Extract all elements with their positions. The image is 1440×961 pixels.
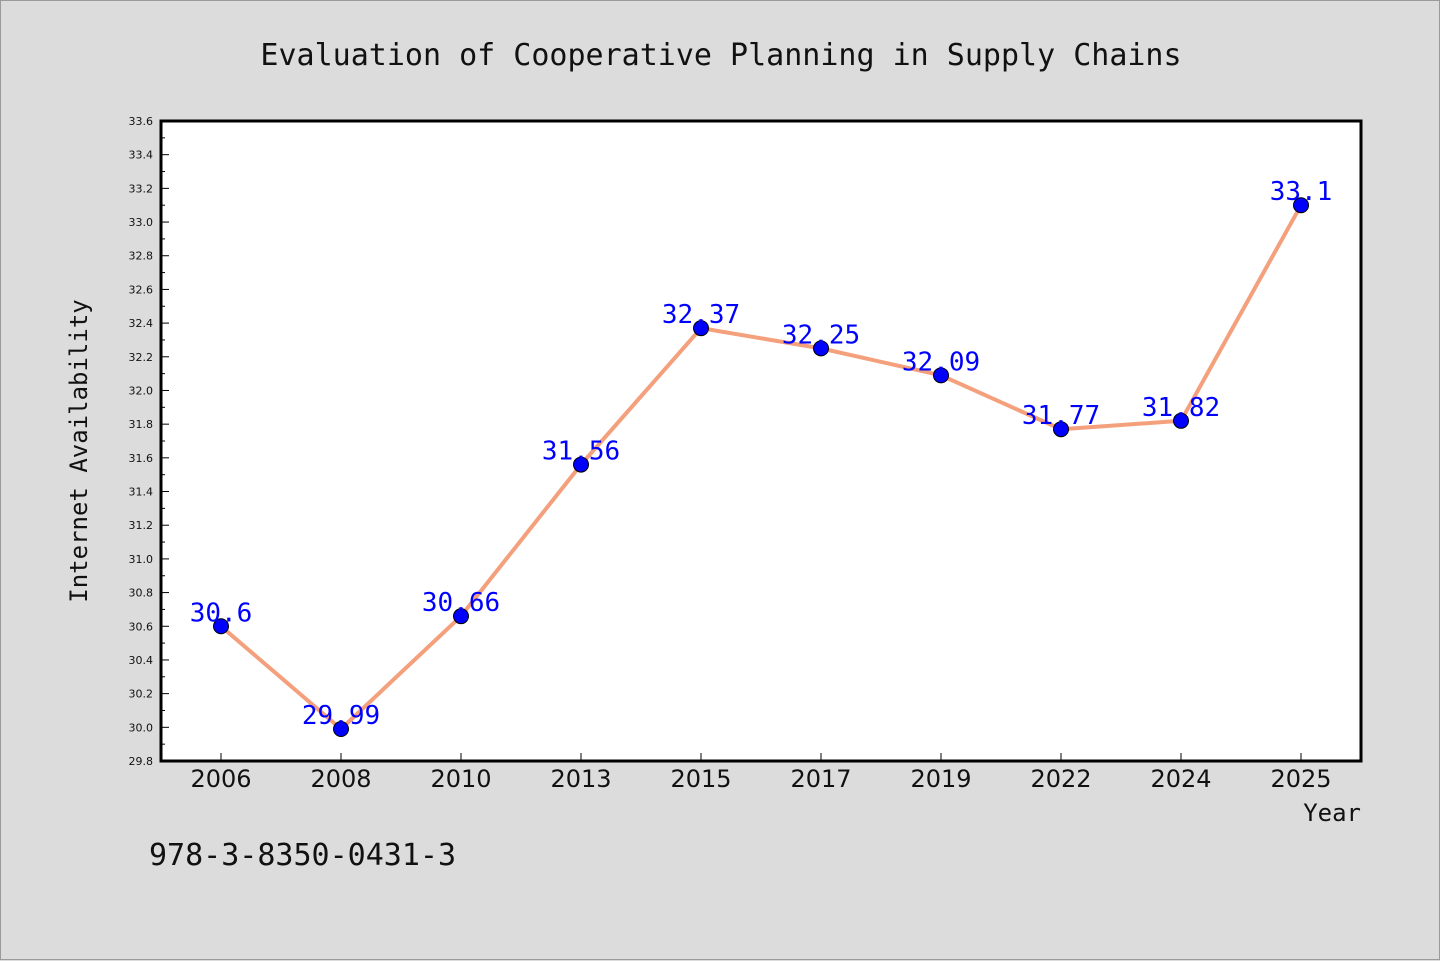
plot-area [159,119,1363,763]
y-axis: 29.8 30.0 30.2 30.4 30.6 30.8 31.0 31.2 31.4 31.6… [129,115,169,768]
y-tick-label: 33.2 [129,182,154,195]
y-tick-label: 30.2 [129,688,154,701]
isbn-text: 978-3-8350-0431-3 [149,838,456,873]
data-label: 32.09 [902,347,980,377]
y-tick-label: 31.4 [129,486,154,499]
data-label: 30.6 [190,598,253,628]
x-tick-label: 2024 [1150,765,1211,793]
y-tick-label: 33.4 [129,149,154,162]
x-tick-label: 2015 [670,765,731,793]
y-tick-label: 32.4 [129,317,154,330]
y-tick-label: 32.6 [129,283,154,296]
data-point [693,320,709,337]
y-tick-label: 32.8 [129,250,154,263]
y-tick-label: 30.0 [129,721,154,734]
data-label: 32.37 [662,300,740,330]
y-tick-label: 31.2 [129,519,154,532]
y-tick-label: 30.6 [129,620,154,633]
y-tick-label: 30.8 [129,587,154,600]
y-tick-label: 32.0 [129,384,154,397]
data-point [453,608,469,625]
data-point [573,456,589,473]
data-label: 31.56 [542,437,620,467]
y-axis-label: Internet Availability [65,299,93,602]
y-tick-label: 29.8 [129,755,154,768]
data-point [1053,421,1069,438]
y-tick-label: 31.8 [129,418,154,431]
data-label: 31.82 [1142,393,1220,423]
data-point [333,721,349,737]
x-tick-label: 2017 [790,765,851,793]
data-point [933,367,949,384]
data-point [1293,197,1309,214]
data-label: 32.25 [782,320,860,350]
series-layer: 30.6 29.99 30.66 31.56 32.37 32.25 32.09 31.77 3… [190,177,1333,737]
x-tick-label: 2010 [430,765,491,793]
y-tick-label: 33.0 [129,216,154,229]
data-label: 33.1 [1270,177,1333,207]
x-tick-label: 2025 [1270,765,1331,793]
data-label: 30.66 [422,588,500,618]
data-point [1173,412,1189,429]
y-tick-label: 31.0 [129,553,154,566]
x-axis: 2006 2008 2010 2013 2015 2017 2019 2022 2024 2025 [190,753,1332,793]
y-tick-label: 32.2 [129,351,154,364]
x-tick-label: 2006 [190,765,251,793]
x-tick-label: 2019 [910,765,971,793]
x-axis-label: Year [1303,799,1361,827]
data-label: 29.99 [302,701,380,731]
chart-title: Evaluation of Cooperative Planning in Su… [260,38,1181,73]
y-tick-label: 31.6 [129,452,154,465]
data-point [813,340,829,357]
x-tick-label: 2008 [310,765,371,793]
x-tick-label: 2013 [550,765,611,793]
data-point [213,618,229,635]
y-tick-label: 30.4 [129,654,154,667]
series-line [219,204,1303,731]
x-tick-label: 2022 [1030,765,1091,793]
y-tick-label: 33.6 [129,115,154,128]
data-label: 31.77 [1022,401,1100,431]
